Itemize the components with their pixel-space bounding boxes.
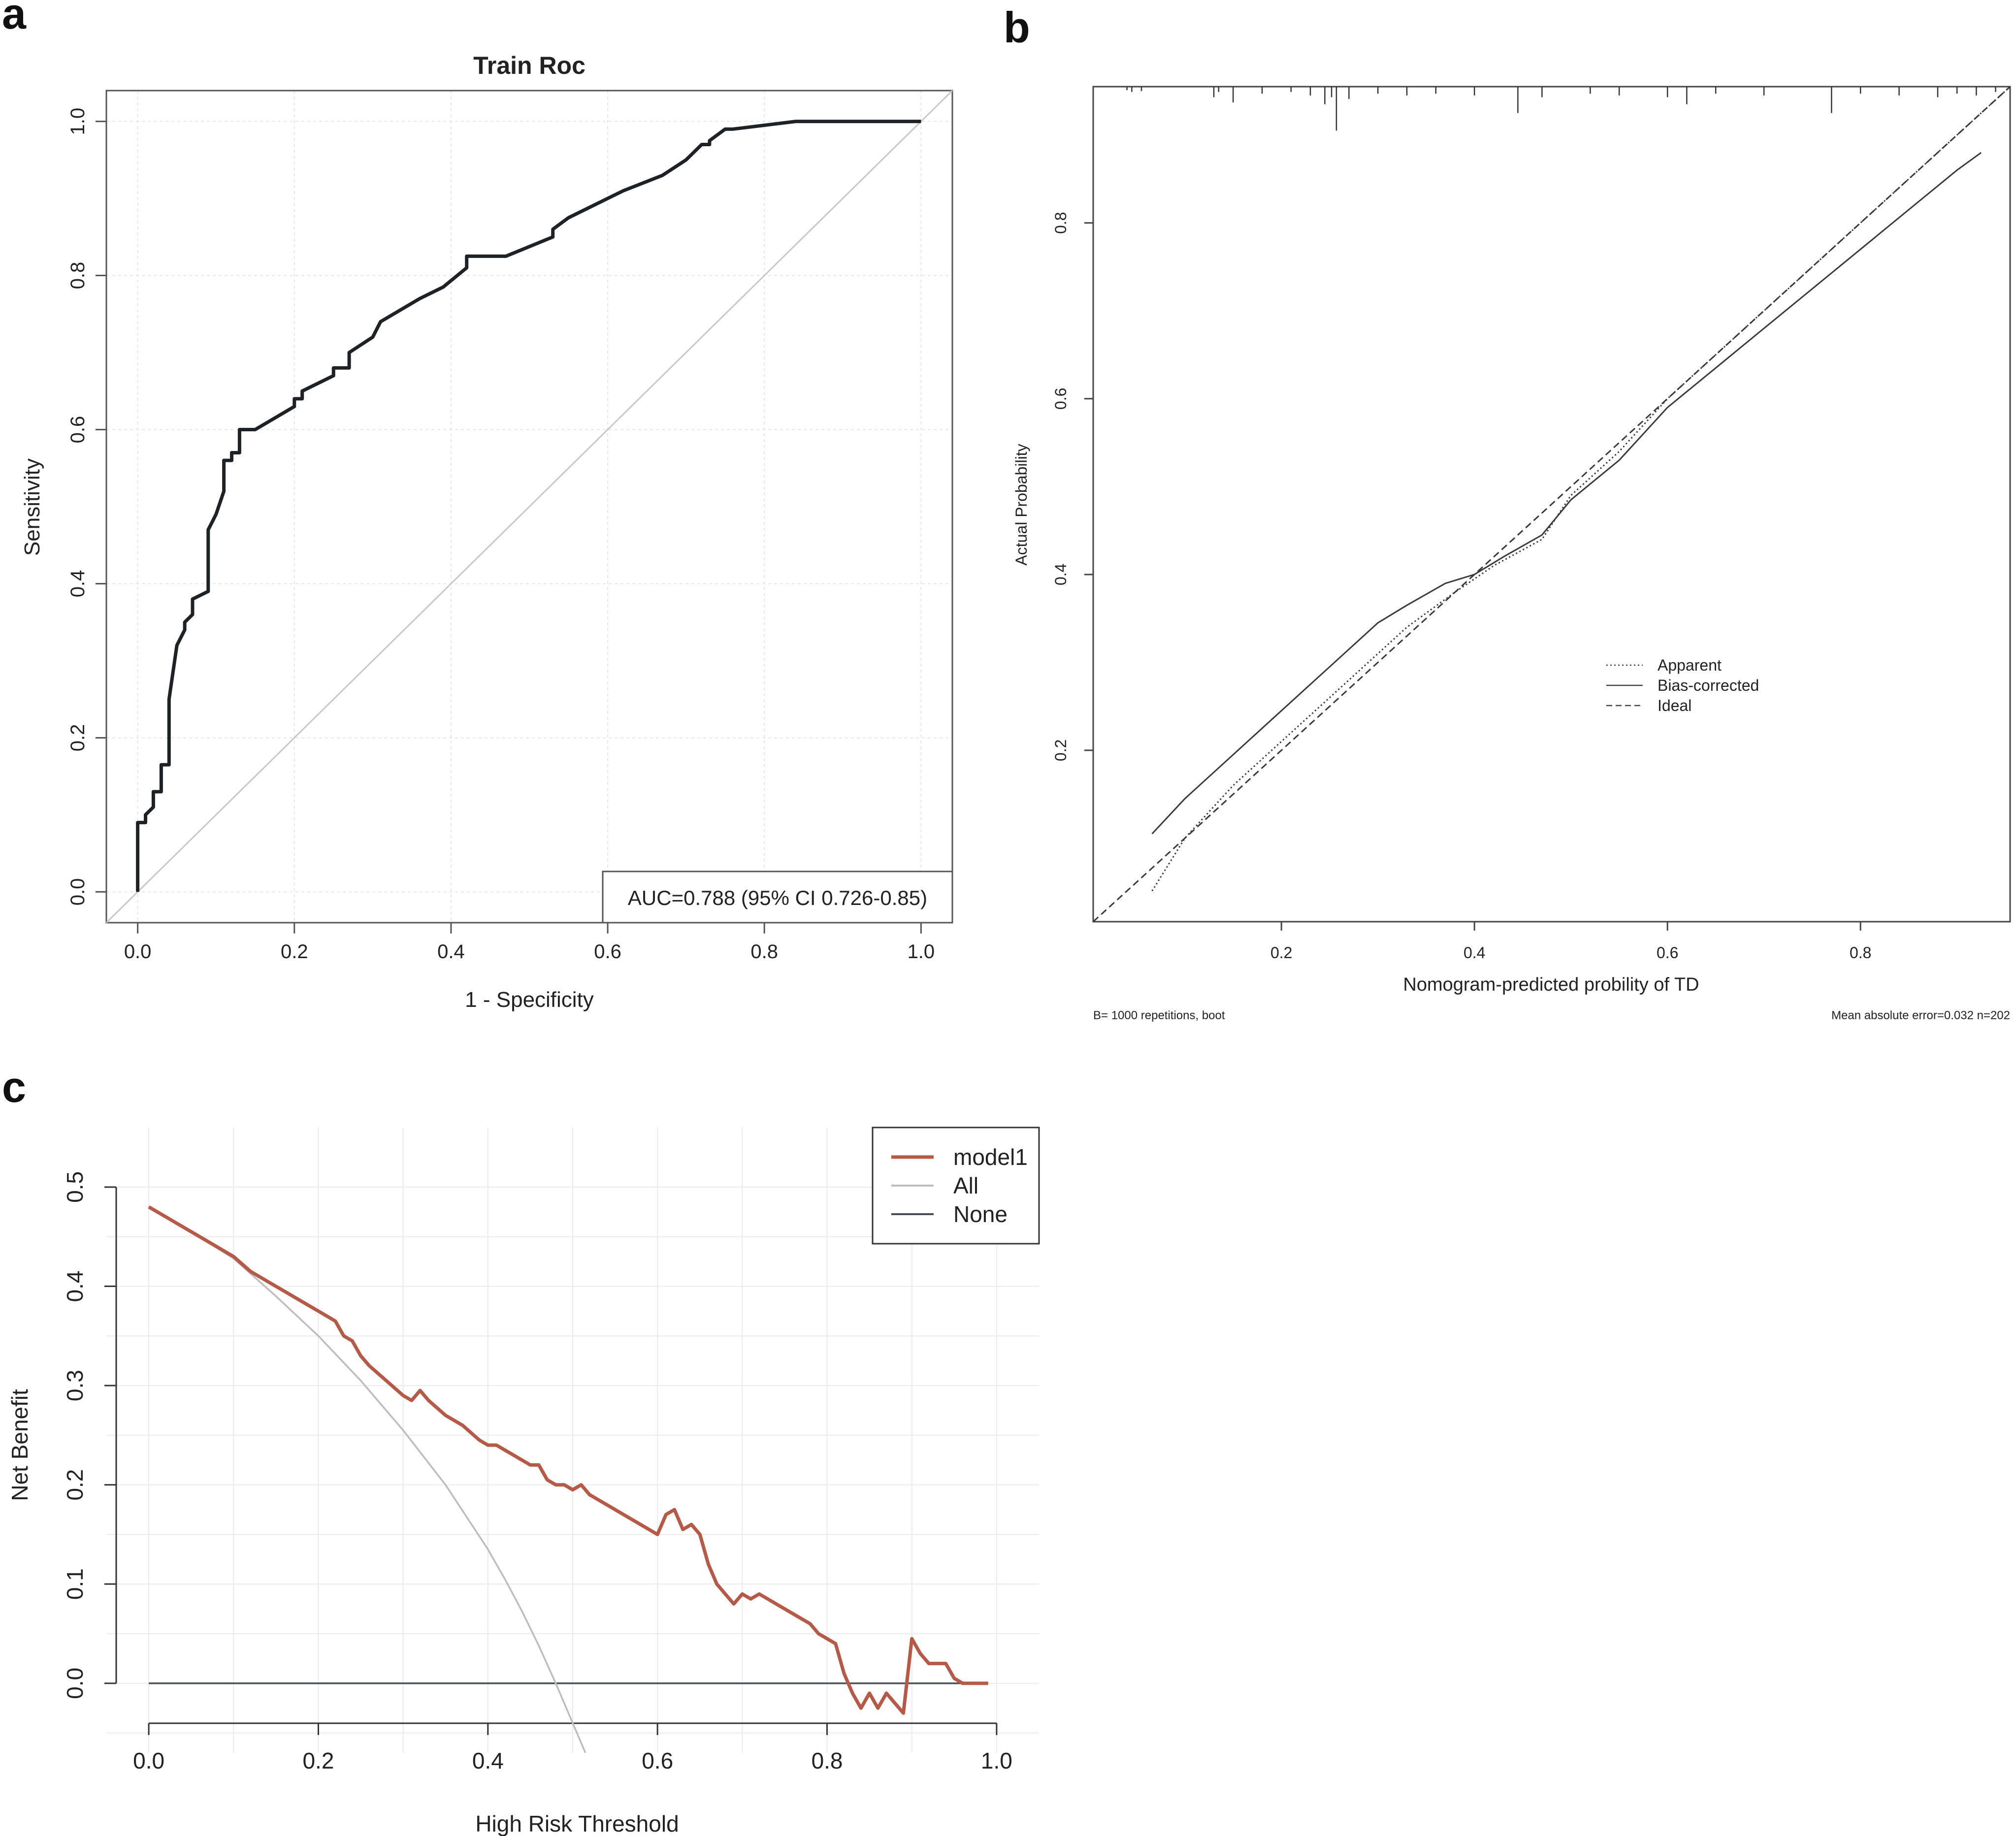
dca-y-tick-label-2: 0.2 (62, 1469, 88, 1501)
roc-auc-annotation: AUC=0.788 (95% CI 0.726-0.85) (602, 870, 953, 924)
dca-x-tick-label-1: 0.2 (302, 1748, 334, 1773)
calibration-footer-left: B= 1000 repetitions, boot (1093, 1009, 1225, 1022)
roc-y-tick-label-1: 0.2 (67, 724, 89, 752)
legend-bias-corrected-label: Bias-corrected (1658, 676, 1759, 694)
calibration-ideal-line (1092, 86, 2011, 923)
calibration-bias-corrected-line (1151, 152, 1982, 835)
dca-y-tick-label-3: 0.3 (62, 1370, 88, 1401)
calibration-x-axis-label: Nomogram-predicted probility of TD (1403, 974, 1699, 995)
dca-x-tick-label-2: 0.4 (472, 1748, 504, 1773)
panel-label-b: b (1004, 3, 1030, 52)
calibration-y-tick-label-3: 0.8 (1052, 212, 1070, 233)
calibration-axes: 0.2 0.4 0.6 0.8 0.2 0.4 0.6 0.8 (1052, 212, 1871, 962)
roc-plot-frame (105, 90, 953, 924)
roc-y-tick-label-5: 1.0 (67, 108, 89, 135)
dca-x-tick-label-4: 0.8 (812, 1748, 843, 1773)
dca-x-tick-label-0: 0.0 (133, 1748, 164, 1773)
calibration-chart: 0.2 0.4 0.6 0.8 0.2 0.4 0.6 0.8 Nomogram-predic… (1012, 86, 2011, 1022)
dca-series (148, 1205, 988, 1753)
roc-curve (136, 120, 921, 892)
dca-y-tick-label-4: 0.4 (62, 1271, 88, 1302)
calibration-y-axis-label: Actual Probability (1012, 444, 1030, 565)
roc-auc-text: AUC=0.788 (95% CI 0.726-0.85) (628, 886, 927, 909)
dca-model1-curve (148, 1205, 988, 1715)
roc-x-tick-label-4: 0.8 (750, 941, 778, 963)
calibration-y-tick-label-1: 0.4 (1052, 564, 1070, 585)
calibration-legend: Apparent Bias-corrected Ideal (1606, 656, 1759, 714)
dca-y-tick-label-0: 0.0 (62, 1668, 88, 1699)
roc-x-tick-label-2: 0.4 (437, 941, 465, 963)
dca-y-axis-label: Net Benefit (7, 1389, 33, 1501)
dca-x-tick-label-3: 0.6 (642, 1748, 673, 1773)
decision-curve-chart: 0.0 0.2 0.4 0.6 0.8 1.0 0.0 0.1 0.2 0.3 0.4 0.5 Hig… (7, 1127, 1040, 1836)
roc-auc-box (602, 870, 953, 924)
dca-y-tick-label-5: 0.5 (62, 1171, 88, 1203)
calibration-x-tick-label-2: 0.6 (1657, 944, 1678, 962)
roc-x-axis-label: 1 - Specificity (465, 988, 594, 1012)
dca-y-tick-label-1: 0.1 (62, 1568, 88, 1600)
calibration-x-tick-label-1: 0.4 (1463, 944, 1485, 962)
calibration-x-tick-label-0: 0.2 (1270, 944, 1292, 962)
roc-axes: 0.0 0.2 0.4 0.6 0.8 1.0 0.0 0.2 0.4 0.6 0.8 1.0 (67, 108, 935, 963)
roc-x-tick-label-3: 0.6 (594, 941, 621, 963)
dca-all-curve (148, 1206, 586, 1753)
calibration-y-tick-label-2: 0.6 (1052, 388, 1070, 410)
roc-y-axis-label: Sensitivity (20, 458, 44, 556)
roc-x-tick-label-1: 0.2 (281, 941, 308, 963)
roc-reference-diagonal (105, 90, 953, 924)
calibration-rug (1126, 87, 1996, 131)
dca-x-tick-label-5: 1.0 (981, 1748, 1012, 1773)
legend-apparent-label: Apparent (1658, 656, 1722, 674)
legend-all-label: All (953, 1173, 978, 1198)
calibration-y-tick-label-0: 0.2 (1052, 740, 1070, 761)
dca-x-axis-label: High Risk Threshold (475, 1811, 679, 1836)
panel-label-c: c (2, 1063, 26, 1111)
roc-chart: 0.0 0.2 0.4 0.6 0.8 1.0 0.0 0.2 0.4 0.6 0.8 1.0 Tra… (20, 52, 953, 1012)
legend-ideal-label: Ideal (1658, 697, 1691, 714)
dca-legend: model1 All None (872, 1127, 1040, 1245)
roc-y-tick-label-0: 0.0 (67, 878, 89, 906)
roc-y-tick-label-2: 0.4 (67, 570, 89, 598)
roc-series (105, 90, 953, 924)
roc-x-tick-label-0: 0.0 (124, 941, 152, 963)
calibration-plot-frame (1092, 86, 2011, 923)
legend-none-label: None (953, 1201, 1008, 1227)
panel-label-a: a (2, 0, 27, 38)
dca-axes: 0.0 0.2 0.4 0.6 0.8 1.0 0.0 0.1 0.2 0.3 0.4 0.5 (62, 1171, 1012, 1773)
dca-gridlines (106, 1127, 1039, 1753)
calibration-x-tick-label-3: 0.8 (1850, 944, 1871, 962)
roc-y-tick-label-4: 0.8 (67, 262, 89, 290)
calibration-footer-right: Mean absolute error=0.032 n=202 (1831, 1009, 2010, 1022)
roc-y-tick-label-3: 0.6 (67, 416, 89, 444)
roc-x-tick-label-5: 1.0 (908, 941, 935, 963)
legend-model1-label: model1 (953, 1144, 1028, 1170)
roc-title: Train Roc (473, 52, 585, 79)
calibration-series (1092, 86, 2011, 923)
calibration-apparent-line (1151, 86, 2011, 892)
